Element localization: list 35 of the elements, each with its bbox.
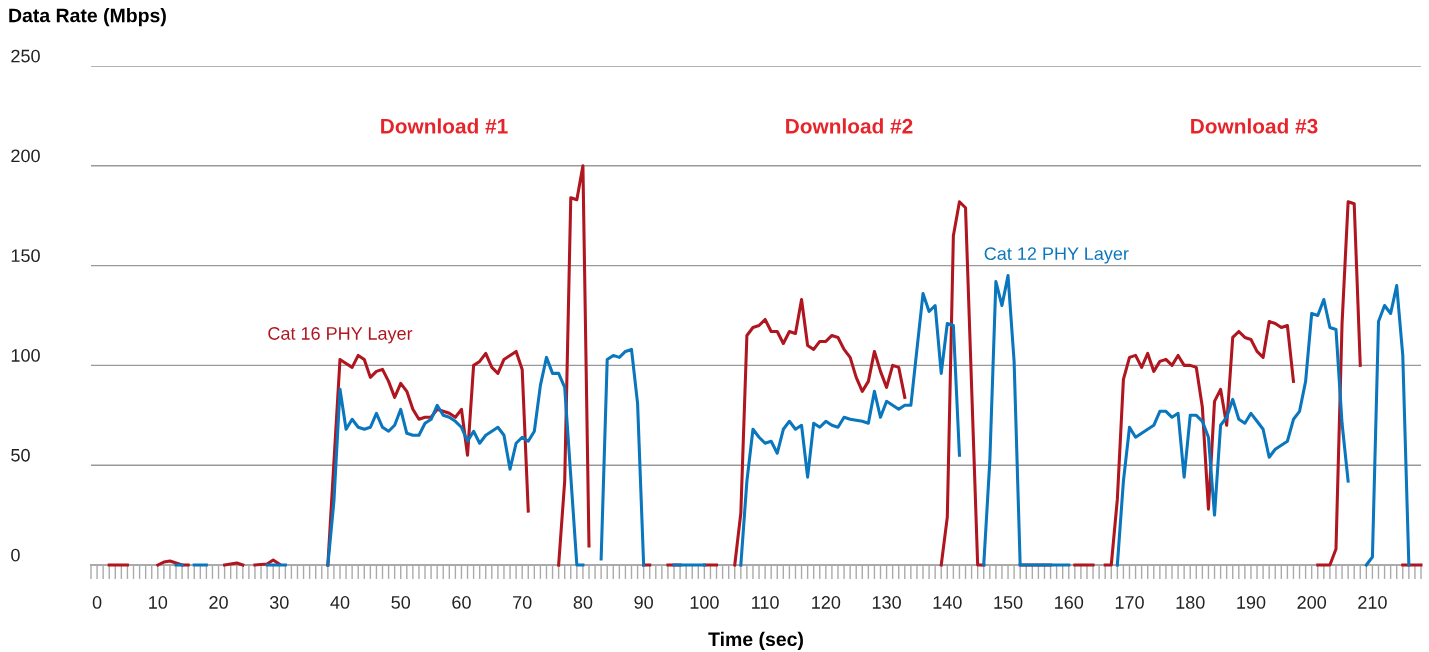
x-tick-label: 150 [994,596,1023,609]
x-tick-label: 140 [933,596,962,609]
y-tick-label: 250 [11,49,40,63]
x-tick-label: 160 [1055,596,1084,609]
x-tick-label: 130 [872,596,901,609]
annotation: Download #2 [786,118,913,134]
y-axis-title: Data Rate (Mbps) [9,8,166,27]
series-label: Cat 12 PHY Layer [984,247,1129,264]
x-tick-label: 180 [1176,596,1205,609]
y-tick-label: 200 [11,149,40,163]
x-tick-label: 100 [690,596,719,609]
x-tick-label: 10 [149,596,168,609]
x-tick-label: 50 [391,596,411,609]
x-tick-label: 120 [812,596,841,609]
x-tick-label: 170 [1115,596,1144,609]
series-label: Cat 16 PHY Layer [268,327,413,344]
x-tick-label: 30 [269,596,289,609]
x-tick-label: 60 [452,596,471,609]
y-tick-label: 150 [11,249,40,263]
x-tick-label: 200 [1297,596,1327,609]
x-tick-label: 110 [752,596,779,609]
x-tick-label: 0 [92,596,102,609]
x-tick-label: 20 [209,596,228,609]
x-tick-label: 90 [634,596,653,609]
y-tick-label: 0 [11,548,20,562]
x-tick-label: 80 [573,596,593,609]
x-tick-label: 70 [513,596,532,609]
x-tick-label: 190 [1237,596,1266,609]
x-tick-label: 210 [1358,596,1387,609]
annotation: Download #3 [1191,118,1318,134]
x-axis-title: Time (sec) [708,631,803,650]
y-tick-label: 100 [11,349,40,362]
x-tick-label: 40 [330,596,350,609]
y-tick-label: 50 [11,448,30,462]
annotation: Download #1 [381,118,508,134]
